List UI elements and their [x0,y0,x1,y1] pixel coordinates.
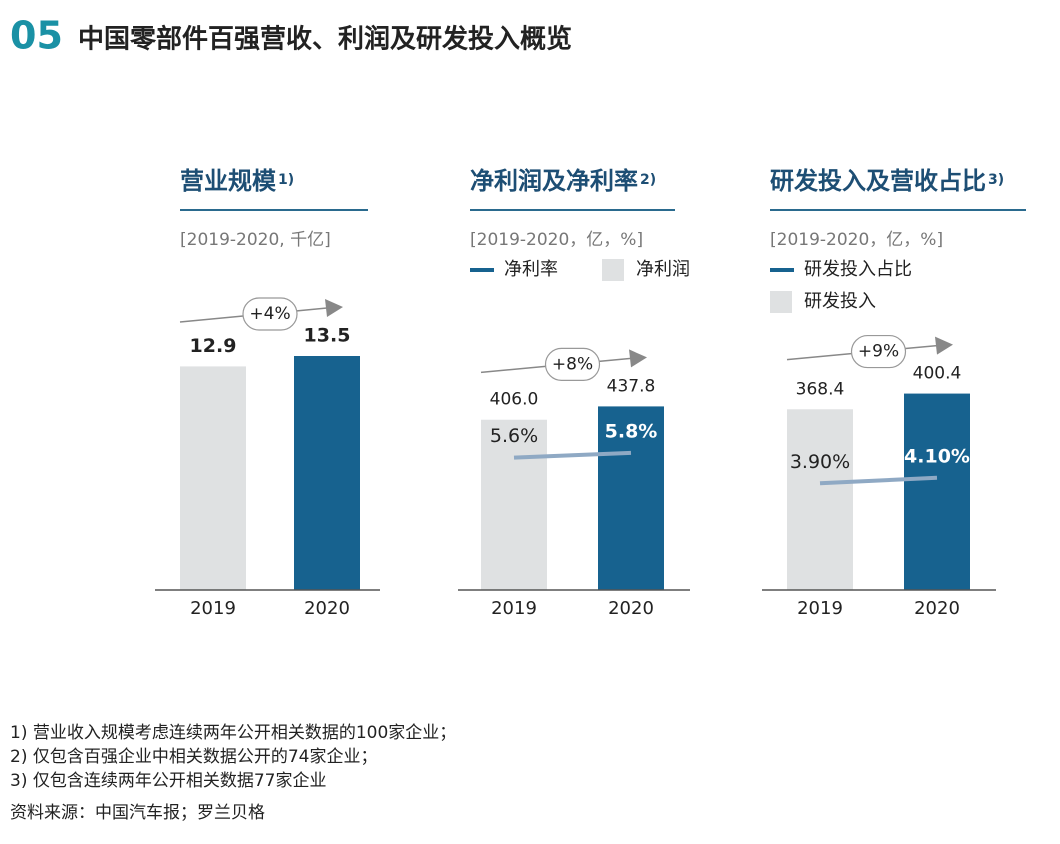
bar [180,366,246,590]
bar [904,393,970,590]
growth-bubble [850,334,907,369]
legend-label: 净利润 [636,259,690,280]
chart-title-note: 2) [640,172,656,188]
chart-title-note: 1) [278,172,294,188]
section-number: 05 [10,14,63,58]
page-title: 中国零部件百强营收、利润及研发投入概览 [78,24,572,55]
legend-swatch [770,291,792,313]
x-tick-label: 2019 [797,598,843,619]
chart-title-note: 3) [988,172,1004,188]
legend-label: 研发投入占比 [804,259,912,280]
x-tick-label: 2019 [190,598,236,619]
chart-subtitle: [2019-2020，亿，%] [470,230,643,250]
bar [598,406,664,590]
bar-value-label: 368.4 [796,379,845,399]
chart-subtitle: [2019-2020，亿，%] [770,230,943,250]
line-series [819,475,938,486]
line-series [513,450,632,460]
x-tick-label: 2020 [304,598,350,619]
legend-label: 研发投入 [804,291,876,312]
bar-value-label: 406.0 [490,390,539,410]
x-tick-label: 2020 [914,598,960,619]
bar-value-label: 12.9 [190,335,237,357]
growth-arrow-head [629,349,647,368]
bar-value-label: 13.5 [304,325,351,347]
chart-subtitle: [2019-2020, 千亿] [180,230,331,250]
growth-label: +9% [858,342,899,362]
bar [294,356,360,590]
legend-label: 净利率 [504,259,558,280]
legend-swatch [602,259,624,281]
line-value-label: 3.90% [790,451,850,473]
chart-title: 研发投入及营收占比 [770,167,986,195]
growth-bubble [242,297,298,331]
growth-label: +4% [249,304,290,324]
x-tick-label: 2019 [491,598,537,619]
bar [787,409,853,590]
growth-label: +8% [552,354,593,374]
growth-arrow-head [325,299,343,317]
footnote: 1) 营业收入规模考虑连续两年公开相关数据的100家企业； [10,723,456,743]
growth-arrow-head [935,336,953,355]
chart-title: 营业规模 [180,167,277,195]
footnote: 2) 仅包含百强企业中相关数据公开的74家企业； [10,747,377,767]
line-value-label: 5.6% [490,425,538,447]
growth-bubble [544,347,601,382]
bar [481,419,547,590]
line-value-label: 5.8% [605,420,658,442]
bar-value-label: 400.4 [913,364,962,384]
x-tick-label: 2020 [608,598,654,619]
line-value-label: 4.10% [904,445,970,467]
bar-value-label: 437.8 [607,376,656,396]
chart-title: 净利润及净利率 [470,167,638,195]
source: 资料来源：中国汽车报；罗兰贝格 [10,803,265,823]
footnote: 3) 仅包含连续两年公开相关数据77家企业 [10,771,326,791]
